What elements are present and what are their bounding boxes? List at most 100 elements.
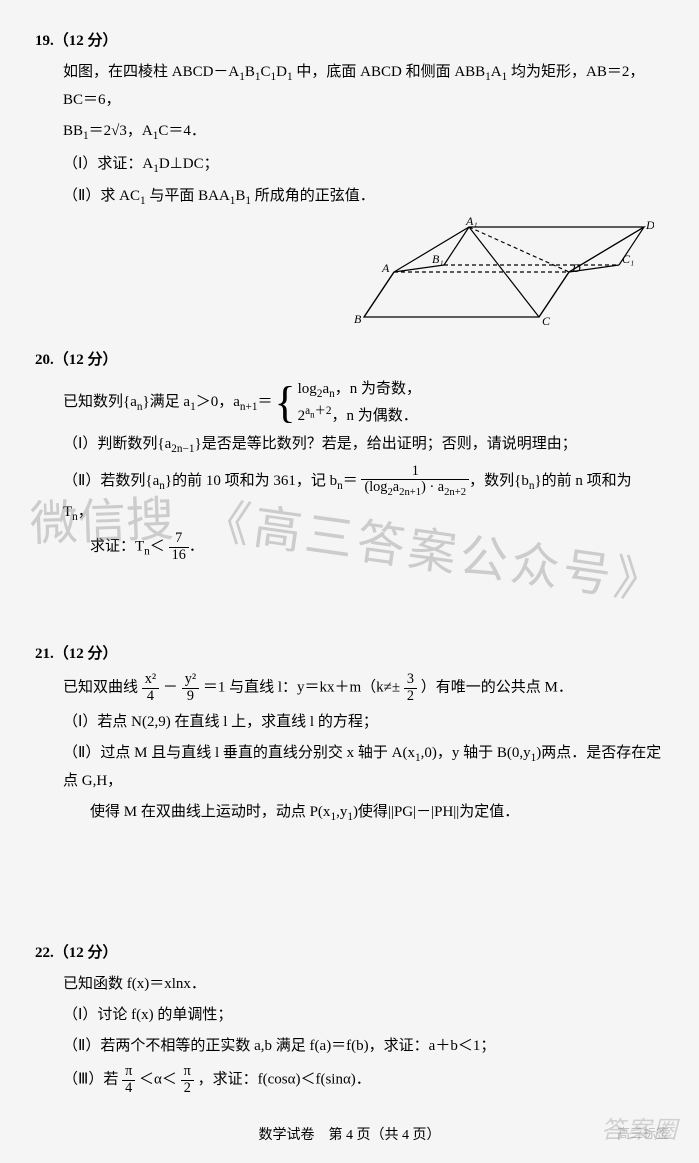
t: （Ⅲ）若 [63,1072,118,1088]
q19-line1: 如图，在四棱柱 ABCD－A1B1C1D1 中，底面 ABCD 和侧面 ABB1… [35,59,664,114]
t: ，n 为偶数． [332,408,418,424]
t: － [163,680,178,696]
frac: y²9 [182,672,199,704]
t: 1 [361,464,469,481]
s: n+1 [240,401,258,413]
frac: 1 (log2a2n+1) · a2n+2 [361,464,469,499]
brace-content: log2an，n 为奇数， 2an＋2，n 为偶数． [298,378,421,427]
t: ,0)，y 轴于 B(0,y [421,745,531,761]
frac: π4 [122,1064,135,1096]
t: 已知函数 f(x)＝xlnx． [63,976,206,992]
t: 使得 M 在双曲线上运动时，动点 P(x [90,804,330,820]
t: ＜α＜ [139,1072,177,1088]
t: ＝ [258,394,273,410]
t: y² [182,672,199,689]
t: }满足 a [142,394,190,410]
prism-svg: A₁ D₁ B₁ C₁ A D B C [354,217,654,327]
s: 2n−1 [171,443,194,455]
t: (log [364,479,387,495]
t: (log2a2n+1) · a2n+2 [361,480,469,499]
t: 3 [404,672,417,689]
t: 数学试卷 第 4 页（共 4 页） [259,1128,441,1143]
t: 21.（12 分） [35,646,118,662]
frac: 32 [404,672,417,704]
t: C＝4． [158,123,206,139]
t: （Ⅰ）判断数列{a [63,436,171,452]
t: ，求证：f(cosα)＜f(sinα)． [198,1072,371,1088]
t: ＜ [150,539,165,555]
t: 已知数列{a [63,394,137,410]
t: 9 [182,689,199,705]
frac: 716 [169,531,189,563]
q21-line1: 已知双曲线 x²4 － y²9 ＝1 与直线 l：y＝kx＋m（k≠± 32 ）… [35,672,664,704]
t: 2 [181,1081,194,1097]
t: 如图，在四棱柱 ABCD－A [63,64,239,80]
q22-part2: （Ⅱ）若两个不相等的正实数 a,b 满足 f(a)＝f(b)，求证：a＋b＜1； [35,1033,664,1060]
lbl-C: C [542,314,551,327]
frac: x²4 [142,672,159,704]
t: （Ⅱ）求 AC [63,188,140,204]
t: （Ⅱ）若数列{a [63,473,159,489]
case2: 2an＋2，n 为偶数． [298,403,421,428]
t: BB [63,123,83,139]
t: ＋2 [315,405,332,417]
lbl-D: D [571,261,581,275]
t: （Ⅱ）若两个不相等的正实数 a,b 满足 f(a)＝f(b)，求证：a＋b＜1； [63,1038,495,1054]
t: B [235,188,245,204]
t: ＝2√3，A [89,123,153,139]
q21-part2b: 使得 M 在双曲线上运动时，动点 P(x1,y1)使得||PG|－|PH||为定… [35,799,664,827]
t: C [261,64,271,80]
t: ）有唯一的公共点 M． [421,680,573,696]
q20-part1: （Ⅰ）判断数列{a2n−1}是否是等比数列？若是，给出证明；否则，请说明理由； [35,431,664,459]
q20-header: 20.（12 分） [35,347,664,374]
q21-part2a: （Ⅱ）过点 M 且与直线 l 垂直的直线分别交 x 轴于 A(x1,0)，y 轴… [35,740,664,795]
q22-part3: （Ⅲ）若 π4 ＜α＜ π2 ，求证：f(cosα)＜f(sinα)． [35,1064,664,1096]
q20-part2: （Ⅱ）若数列{an}的前 10 项和为 361，记 bn＝ 1 (log2a2n… [35,464,664,528]
q22-line1: 已知函数 f(x)＝xlnx． [35,971,664,998]
t: π [122,1064,135,1081]
t: ＝1 与直线 l：y＝kx＋m（k≠± [203,680,400,696]
t: )使得||PG|－|PH||为定值． [353,804,519,820]
t: ＞0，a [196,394,240,410]
t: 已知双曲线 [63,680,138,696]
lbl-C1: C₁ [622,252,634,266]
t: ＝ [343,473,358,489]
t: x² [142,672,159,689]
q20-line1: 已知数列{an}满足 a1＞0，an+1＝ { log2an，n 为奇数， 2a… [35,378,664,427]
lbl-A: A [381,261,390,275]
q19-line2: BB1＝2√3，A1C＝4． [35,118,664,146]
q21-header: 21.（12 分） [35,641,664,668]
q22-header: 22.（12 分） [35,940,664,967]
q19-header-text: 19.（12 分） [35,33,118,49]
t: log [298,381,317,397]
q22-part1: （Ⅰ）讨论 f(x) 的单调性； [35,1002,664,1029]
t: ,y [336,804,347,820]
s: an＋2 [305,405,331,417]
t: （Ⅰ）求证：A [63,156,153,172]
t: 已知数列{an}满足 a1＞0，an+1＝ [63,389,273,417]
t: ． [189,539,204,555]
t: 22.（12 分） [35,945,118,961]
t: 4 [142,689,159,705]
s: 2n+2 [444,486,466,498]
t: D [276,64,287,80]
t: B [245,64,255,80]
t: D⊥DC； [159,156,219,172]
t: 中，底面 ABCD 和侧面 ABB [293,64,486,80]
t: ，数列{b [469,473,529,489]
t: （Ⅰ）若点 N(2,9) 在直线 l 上，求直线 l 的方程； [63,714,378,730]
frac: π2 [181,1064,194,1096]
case1: log2an，n 为奇数， [298,378,421,403]
t: π [181,1064,194,1081]
t: }是否是等比数列？若是，给出证明；否则，请说明理由； [195,436,577,452]
t: ， [78,504,93,520]
t: }的前 10 项和为 361，记 b [165,473,337,489]
t: 16 [169,548,189,564]
t: 4 [122,1081,135,1097]
t: 所成角的正弦值． [251,188,375,204]
t: 求证：T [90,539,144,555]
q19-part1: （Ⅰ）求证：A1D⊥DC； [35,151,664,179]
t: 与平面 BAA [146,188,230,204]
t: 20.（12 分） [35,352,118,368]
t: （Ⅰ）讨论 f(x) 的单调性； [63,1007,232,1023]
